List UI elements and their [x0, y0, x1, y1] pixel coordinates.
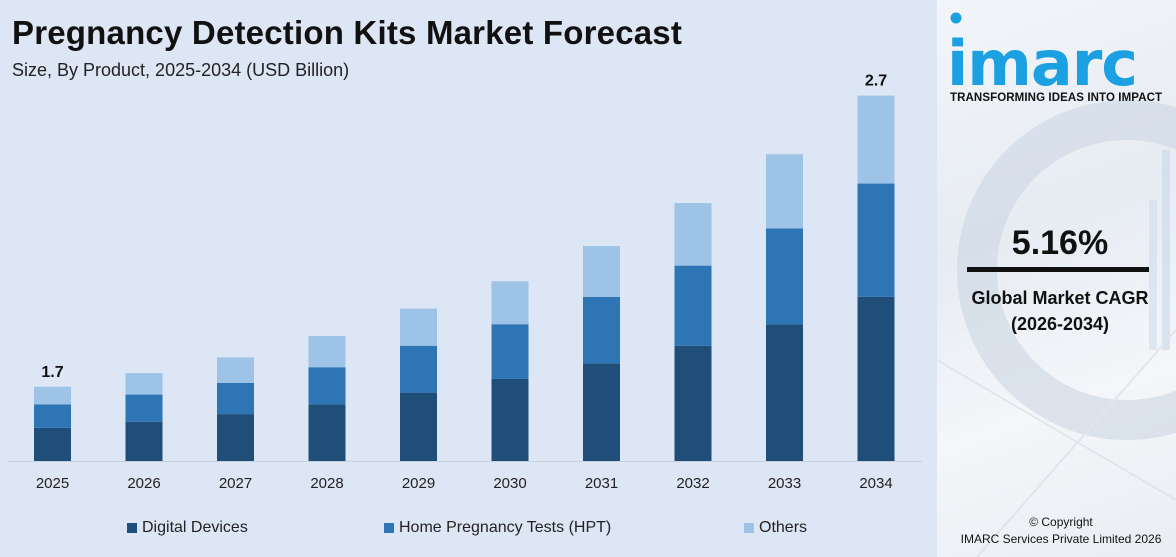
legend-label: Others	[759, 519, 808, 536]
bar-segment-2025-2	[34, 386, 71, 405]
x-tick-label-2031: 2031	[585, 475, 618, 492]
legend-swatch	[127, 523, 137, 533]
data-label-2025: 1.7	[41, 364, 63, 381]
bar-segment-2028-2	[308, 335, 346, 368]
imarc-logo: imarc	[947, 12, 1138, 92]
legend-swatch	[384, 523, 394, 533]
bar-segment-2025-0	[34, 427, 71, 461]
bar-segment-2032-1	[674, 265, 712, 346]
brand-sidebar: imarc TRANSFORMING IDEAS INTO IMPACT 5.1…	[937, 0, 1176, 557]
x-tick-label-2032: 2032	[676, 475, 709, 492]
bar-segment-2027-0	[217, 414, 254, 461]
bar-segment-2031-2	[583, 246, 620, 297]
brand-tagline: TRANSFORMING IDEAS INTO IMPACT	[950, 92, 1163, 104]
x-tick-label-2026: 2026	[127, 475, 160, 492]
legend-label: Home Pregnancy Tests (HPT)	[399, 519, 612, 536]
cagr-label-line1: Global Market CAGR	[971, 288, 1149, 308]
legend-item-1: Home Pregnancy Tests (HPT)	[384, 519, 611, 537]
bar-segment-2026-2	[125, 373, 163, 395]
logo-wordmark: imarc	[947, 27, 1137, 92]
copyright-line1: © Copyright	[1029, 515, 1093, 529]
bar-segment-2026-0	[125, 421, 163, 461]
bar-segment-2033-2	[766, 154, 803, 229]
bar-segment-2027-1	[217, 382, 254, 415]
copyright-notice: © Copyright IMARC Services Private Limit…	[937, 514, 1176, 548]
chart-panel: Pregnancy Detection Kits Market Forecast…	[0, 14, 937, 541]
cagr-label: Global Market CAGR (2026-2034)	[937, 285, 1176, 337]
bar-segment-2034-1	[857, 183, 895, 297]
bar-segment-2030-1	[491, 324, 529, 379]
bar-segment-2027-2	[217, 357, 254, 383]
bar-segment-2030-2	[491, 281, 529, 325]
bar-segment-2028-0	[308, 404, 346, 461]
bar-segment-2033-0	[766, 324, 803, 461]
bar-segment-2031-0	[583, 363, 620, 461]
x-tick-label-2029: 2029	[402, 475, 435, 492]
cagr-divider	[967, 267, 1149, 272]
legend-label: Digital Devices	[142, 519, 248, 536]
bar-segment-2032-2	[674, 203, 712, 266]
chart-subtitle: Size, By Product, 2025-2034 (USD Billion…	[12, 60, 350, 80]
bar-segment-2034-2	[857, 95, 895, 184]
bar-segment-2031-1	[583, 296, 620, 364]
x-tick-label-2025: 2025	[36, 475, 69, 492]
bar-segment-2033-1	[766, 228, 803, 325]
legend-item-0: Digital Devices	[127, 519, 248, 537]
bar-segment-2029-1	[400, 345, 437, 393]
bar-segment-2029-0	[400, 392, 437, 461]
bar-segment-2026-1	[125, 394, 163, 422]
cagr-label-line2: (2026-2034)	[1010, 314, 1110, 334]
x-tick-label-2027: 2027	[219, 475, 252, 492]
bar-segment-2032-0	[674, 345, 712, 461]
copyright-line2: IMARC Services Private Limited 2026	[960, 532, 1162, 546]
bar-segment-2030-0	[491, 378, 529, 461]
data-label-2034: 2.7	[865, 73, 887, 90]
bar-segment-2025-1	[34, 404, 71, 428]
legend-swatch	[744, 523, 754, 533]
bar-segment-2034-0	[857, 296, 895, 461]
x-tick-label-2034: 2034	[859, 475, 892, 492]
x-tick-label-2028: 2028	[310, 475, 343, 492]
stacked-bar-chart: 1.7 2025 2026 2027 2028 2029 2030 2031 2032 2033 2…	[8, 73, 922, 492]
bar-segment-2029-2	[400, 308, 437, 346]
cagr-value: 5.16%	[1011, 224, 1109, 262]
legend-item-2: Others	[744, 519, 807, 537]
chart-title: Pregnancy Detection Kits Market Forecast	[12, 14, 683, 51]
bar-segment-2028-1	[308, 367, 346, 405]
chart-legend: Digital Devices Home Pregnancy Tests (HPT…	[0, 519, 937, 541]
x-tick-label-2030: 2030	[493, 475, 526, 492]
x-tick-label-2033: 2033	[768, 475, 801, 492]
